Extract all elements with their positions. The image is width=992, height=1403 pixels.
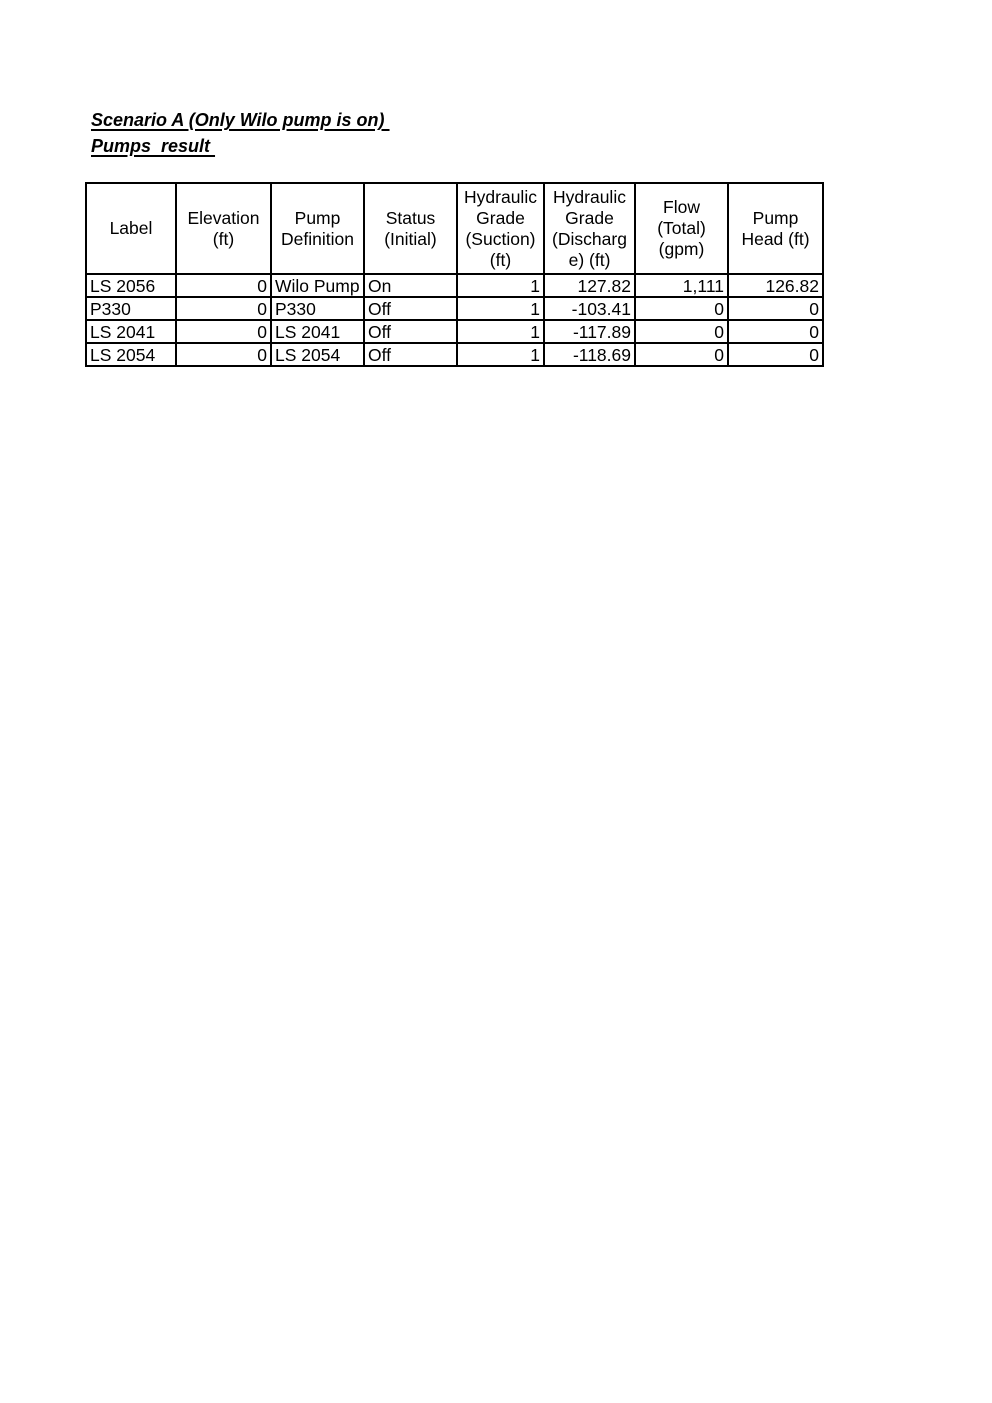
header-elevation: Elevation (ft) — [175, 182, 272, 275]
cell-label: LS 2041 — [85, 319, 177, 344]
cell-elevation: 0 — [175, 342, 272, 367]
cell-elevation: 0 — [175, 273, 272, 298]
header-pump-definition: Pump Definition — [270, 182, 365, 275]
cell-pump-definition: LS 2041 — [270, 319, 365, 344]
cell-hg-suction: 1 — [456, 296, 545, 321]
cell-hg-discharge: -118.69 — [543, 342, 636, 367]
pumps-result-subtitle: Pumps result — [91, 136, 216, 156]
cell-flow-total: 1,111 — [634, 273, 729, 298]
cell-hg-suction: 1 — [456, 319, 545, 344]
table-row-p330: P330 0 P330 Off 1 -103.41 0 0 — [85, 296, 824, 321]
cell-pump-definition: P330 — [270, 296, 365, 321]
table-row-ls-2041: LS 2041 0 LS 2041 Off 1 -117.89 0 0 — [85, 319, 824, 344]
scenario-title: Scenario A (Only Wilo pump is on) — [91, 110, 390, 130]
cell-status: Off — [363, 342, 458, 367]
header-row: Label Elevation (ft) Pump Definition Sta… — [85, 182, 824, 275]
cell-hg-suction: 1 — [456, 273, 545, 298]
cell-hg-suction: 1 — [456, 342, 545, 367]
cell-status: Off — [363, 296, 458, 321]
header-label: Label — [85, 182, 177, 275]
cell-pump-definition: LS 2054 — [270, 342, 365, 367]
cell-label: LS 2056 — [85, 273, 177, 298]
cell-flow-total: 0 — [634, 296, 729, 321]
cell-label: P330 — [85, 296, 177, 321]
pumps-result-table: Label Elevation (ft) Pump Definition Sta… — [85, 182, 824, 367]
cell-elevation: 0 — [175, 296, 272, 321]
cell-hg-discharge: -103.41 — [543, 296, 636, 321]
title-block: Scenario A (Only Wilo pump is on) Pumps … — [91, 107, 390, 159]
header-pump-head: Pump Head (ft) — [727, 182, 824, 275]
cell-status: On — [363, 273, 458, 298]
cell-flow-total: 0 — [634, 319, 729, 344]
cell-elevation: 0 — [175, 319, 272, 344]
cell-hg-discharge: -117.89 — [543, 319, 636, 344]
header-hydraulic-grade-suction: Hydraulic Grade (Suction) (ft) — [456, 182, 545, 275]
header-hydraulic-grade-discharge: Hydraulic Grade (Discharg e) (ft) — [543, 182, 636, 275]
cell-pump-head: 126.82 — [727, 273, 824, 298]
table-row-ls-2056: LS 2056 0 Wilo Pump On 1 127.82 1,111 12… — [85, 273, 824, 298]
cell-flow-total: 0 — [634, 342, 729, 367]
cell-pump-head: 0 — [727, 296, 824, 321]
cell-pump-head: 0 — [727, 319, 824, 344]
table-row-ls-2054: LS 2054 0 LS 2054 Off 1 -118.69 0 0 — [85, 342, 824, 367]
header-flow-total: Flow (Total) (gpm) — [634, 182, 729, 275]
header-status-initial: Status (Initial) — [363, 182, 458, 275]
cell-label: LS 2054 — [85, 342, 177, 367]
cell-pump-head: 0 — [727, 342, 824, 367]
cell-hg-discharge: 127.82 — [543, 273, 636, 298]
cell-pump-definition: Wilo Pump — [270, 273, 365, 298]
cell-status: Off — [363, 319, 458, 344]
